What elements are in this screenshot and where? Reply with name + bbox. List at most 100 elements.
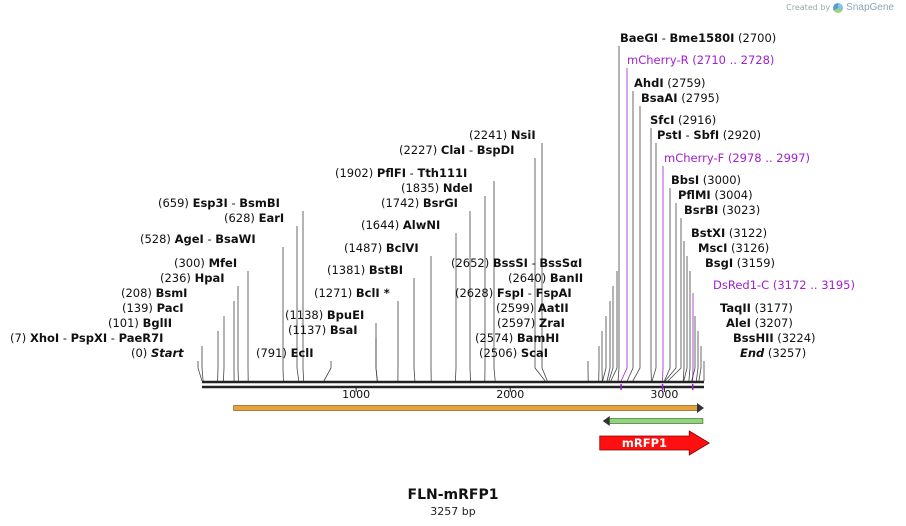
site-position: (1271) (314, 286, 356, 300)
site-position: (2599) (496, 301, 538, 315)
primer-name: mCherry-F (664, 151, 724, 165)
primer-label[interactable]: mCherry-F (2978 .. 2997) (664, 151, 810, 165)
site-label[interactable]: (1487) BclVI (344, 241, 419, 255)
name-separator: - (59, 331, 70, 345)
site-leader (682, 241, 685, 382)
site-position: (659) (158, 196, 193, 210)
site-label[interactable]: TaqII (3177) (720, 301, 793, 315)
site-leader (296, 226, 300, 382)
site-position: (139) (122, 301, 157, 315)
site-position: (3000) (699, 173, 741, 187)
site-label[interactable]: (1835) NdeI (401, 181, 473, 195)
site-label[interactable]: (2241) NsiI (469, 128, 536, 142)
feature-mrfp1-arrow[interactable] (599, 430, 711, 456)
site-leader (610, 271, 618, 382)
site-label[interactable]: BbsI (3000) (671, 173, 741, 187)
site-leader (606, 301, 611, 382)
enzyme-name: PacI (157, 301, 184, 315)
name-separator: - (204, 232, 215, 246)
site-label[interactable]: BssHII (3224) (733, 331, 816, 345)
enzyme-name: BsrBI (684, 203, 718, 217)
site-label[interactable]: (1138) BpuEI (285, 308, 364, 322)
site-position: (1902) (335, 166, 377, 180)
site-label[interactable]: BstXI (3122) (691, 226, 767, 240)
name-separator: - (658, 31, 669, 45)
site-label[interactable]: (628) EarI (224, 211, 284, 225)
site-label[interactable]: (2640) BanII (508, 271, 583, 285)
axis-tick-label: 2000 (496, 388, 524, 401)
site-label[interactable]: (101) BglII (108, 316, 172, 330)
site-label[interactable]: (139) PacI (122, 301, 184, 315)
enzyme-name: MfeI (209, 256, 238, 270)
site-label[interactable]: PstI - SbfI (2920) (657, 128, 761, 142)
site-position: (2506) (479, 346, 521, 360)
site-label[interactable]: (0) Start (131, 346, 184, 360)
site-label[interactable]: BsaAI (2795) (641, 91, 719, 105)
site-label[interactable]: (2628) FspI - FspAI (455, 286, 572, 300)
enzyme-name: BssHII (733, 331, 774, 345)
site-label[interactable]: AleI (3207) (726, 316, 793, 330)
site-label[interactable]: (2227) ClaI - BspDI (399, 143, 514, 157)
site-leader (626, 91, 634, 382)
site-label[interactable]: (2506) ScaI (479, 346, 548, 360)
site-label[interactable]: MscI (3126) (698, 241, 769, 255)
site-label[interactable]: (2652) BssSI - BssSαI (451, 256, 582, 270)
site-leader (662, 166, 664, 382)
primer-position: (3172 .. 3195) (769, 278, 855, 292)
site-label[interactable]: (1381) BstBI (327, 263, 403, 277)
name-separator: - (524, 286, 535, 300)
sequence-name: FLN-mRFP1 (407, 487, 499, 503)
site-leader (469, 211, 471, 382)
site-position: (1137) (288, 323, 330, 337)
site-leader (493, 181, 496, 382)
enzyme-name: PflFI (377, 166, 406, 180)
primer-label[interactable]: mCherry-R (2710 .. 2728) (627, 53, 774, 67)
enzyme-name: BsmBI (239, 196, 280, 210)
snapgene-logo-icon (833, 2, 844, 13)
enzyme-name: Tth111I (417, 166, 467, 180)
site-position: (1742) (381, 196, 423, 210)
enzyme-name: SbfI (693, 128, 719, 142)
site-label[interactable]: SfcI (2916) (650, 113, 716, 127)
site-label[interactable]: AhdI (2759) (634, 76, 706, 90)
site-label[interactable]: (1742) BsrGI (381, 196, 458, 210)
site-label[interactable]: End (3257) (740, 346, 806, 360)
enzyme-name: BspDI (477, 143, 515, 157)
site-label[interactable]: (7) XhoI - PspXI - PaeR7I (10, 331, 163, 345)
site-label[interactable]: (236) HpaI (160, 271, 225, 285)
site-label[interactable]: (1902) PflFI - Tth111I (335, 166, 467, 180)
enzyme-name: BaeGI (620, 31, 658, 45)
site-label[interactable]: (300) MfeI (174, 256, 237, 270)
site-label[interactable]: (2599) AatII (496, 301, 569, 315)
enzyme-name: SfcI (650, 113, 674, 127)
site-position: (3207) (751, 316, 793, 330)
enzyme-name: ClaI (441, 143, 465, 157)
enzyme-name: BstBI (369, 263, 403, 277)
site-label[interactable]: (1644) AlwNI (361, 218, 440, 232)
name-separator: - (228, 196, 239, 210)
site-label[interactable]: (208) BsmI (121, 286, 187, 300)
site-label[interactable]: (659) Esp3I - BsmBI (158, 196, 280, 210)
enzyme-name: FspI (497, 286, 524, 300)
site-label[interactable]: BsgI (3159) (705, 256, 775, 270)
site-label[interactable]: (528) AgeI - BsaWI (140, 232, 256, 246)
name-separator: - (682, 128, 693, 142)
site-leaders (197, 46, 705, 382)
site-label[interactable]: (1137) BsaI (288, 323, 358, 337)
feature-orf-forward[interactable] (233, 405, 699, 411)
site-label[interactable]: BaeGI - Bme1580I (2700) (620, 31, 776, 45)
site-label[interactable]: PflMI (3004) (678, 188, 753, 202)
site-label[interactable]: (2574) BamHI (475, 331, 559, 345)
enzyme-name: ZraI (539, 316, 565, 330)
site-position: (2574) (475, 331, 517, 345)
site-label[interactable]: (2597) ZraI (497, 316, 565, 330)
site-label[interactable]: BsrBI (3023) (684, 203, 760, 217)
primer-position: (2710 .. 2728) (689, 53, 775, 67)
site-label[interactable]: (1271) BclI * (314, 286, 390, 300)
site-position: (3122) (725, 226, 767, 240)
primer-label[interactable]: DsRed1-C (3172 .. 3195) (713, 278, 855, 292)
enzyme-name: MscI (698, 241, 727, 255)
feature-orf-reverse[interactable] (608, 418, 704, 424)
site-label[interactable]: (791) EclI (256, 346, 314, 360)
enzyme-name: BstXI (691, 226, 725, 240)
